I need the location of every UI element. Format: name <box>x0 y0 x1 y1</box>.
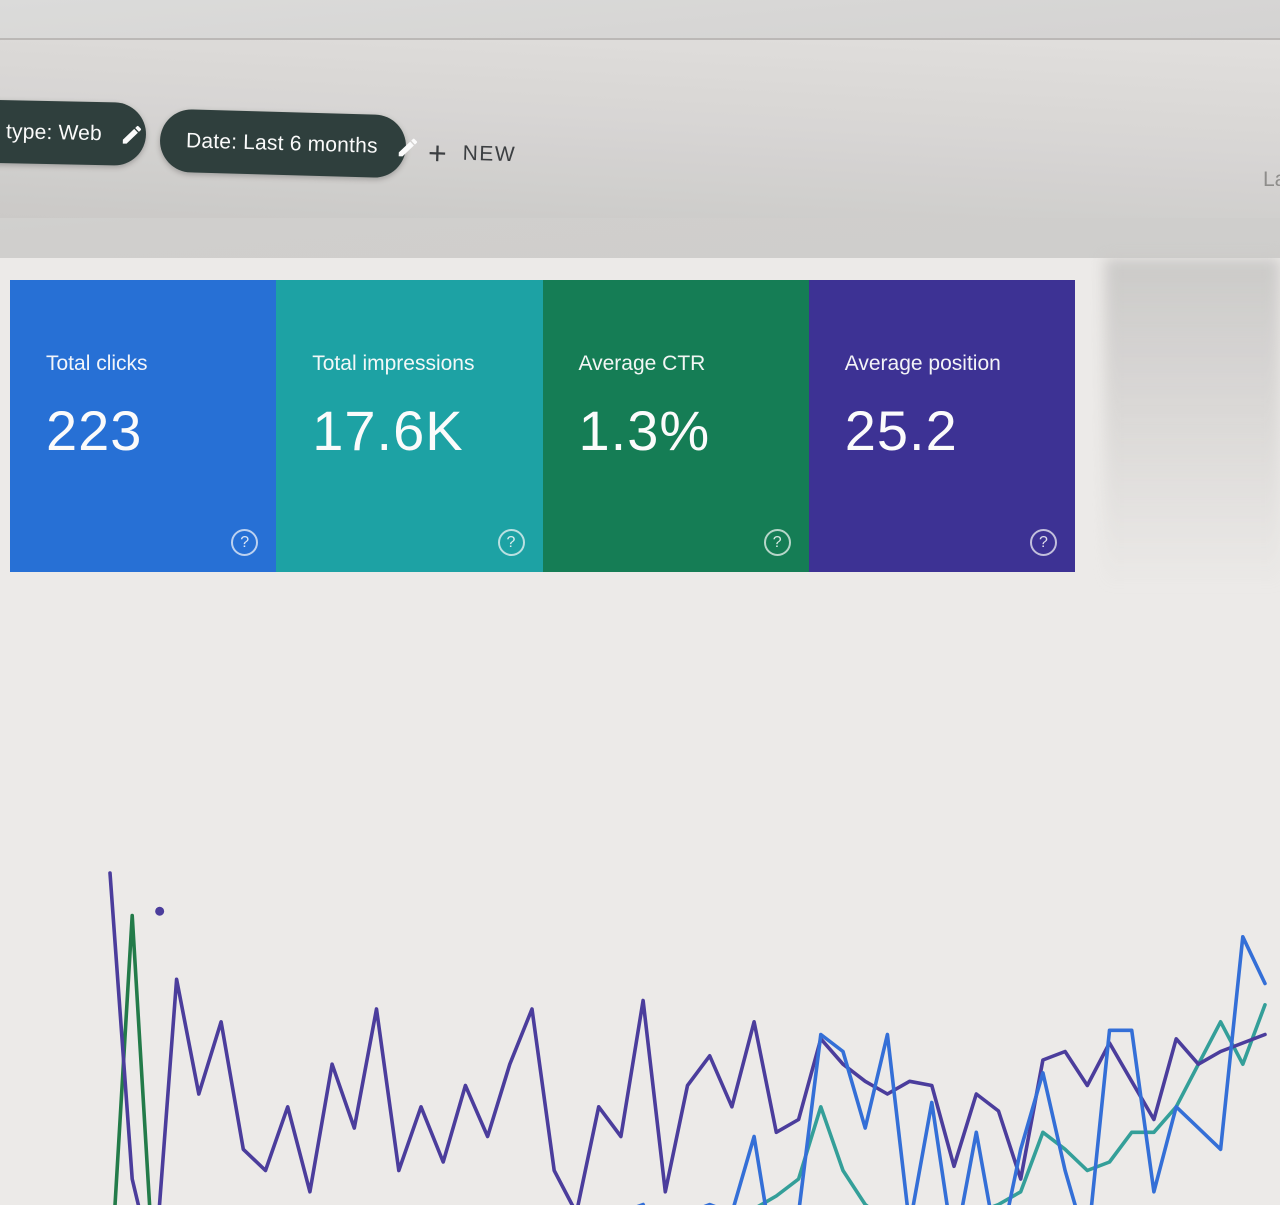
average-position-card[interactable]: Average position 25.2 ? <box>808 280 1075 572</box>
series-line-clicks-blue <box>636 935 1267 1205</box>
series-line-position-teal <box>757 1003 1267 1205</box>
card-title: Total impressions <box>312 352 475 375</box>
help-icon[interactable]: ? <box>497 529 525 556</box>
help-icon[interactable]: ? <box>763 529 791 556</box>
isolated-data-point <box>155 906 165 916</box>
card-title: Average CTR <box>578 352 706 375</box>
card-value: 25.2 <box>844 399 958 462</box>
filter-bar: type: Web Date: Last 6 months + NEW La <box>0 0 1280 258</box>
help-icon[interactable]: ? <box>1030 529 1057 556</box>
date-filter-chip[interactable]: Date: Last 6 months <box>159 108 417 179</box>
search-type-filter-chip[interactable]: type: Web <box>0 98 147 167</box>
dashboard-panel: Total clicks 223 ? Total impressions 17.… <box>0 258 1280 1205</box>
card-value: 17.6K <box>312 399 464 462</box>
edit-pencil-icon <box>120 122 144 146</box>
performance-chart[interactable]: 2/24/193/10/193/24/194/7/194/21/195/5/19… <box>0 828 1280 1205</box>
total-clicks-card[interactable]: Total clicks 223 ? <box>10 280 277 572</box>
search-type-chip-label: type: Web <box>5 119 103 145</box>
new-filter-button[interactable]: + NEW <box>427 127 517 181</box>
edit-pencil-icon <box>395 135 420 160</box>
date-chip-label: Date: Last 6 months <box>185 128 379 158</box>
card-value: 1.3% <box>578 399 711 462</box>
screen-edge-shadow <box>1105 258 1280 588</box>
series-line-impressions-purple <box>108 871 1267 1205</box>
help-icon[interactable]: ? <box>231 529 259 556</box>
plus-icon: + <box>427 134 448 172</box>
average-ctr-card[interactable]: Average CTR 1.3% ? <box>542 280 809 572</box>
card-title: Average position <box>844 352 1001 375</box>
new-button-label: NEW <box>462 141 517 167</box>
summary-cards-row: Total clicks 223 ? Total impressions 17.… <box>10 280 1075 572</box>
card-value: 223 <box>46 399 143 462</box>
series-line-ctr-green <box>113 913 152 1205</box>
card-title: Total clicks <box>46 352 148 375</box>
performance-chart-svg: 2/24/193/10/193/24/194/7/194/21/195/5/19… <box>108 871 1267 1205</box>
clipped-last-updated-text: La <box>1263 168 1280 191</box>
total-impressions-card[interactable]: Total impressions 17.6K ? <box>276 280 543 572</box>
